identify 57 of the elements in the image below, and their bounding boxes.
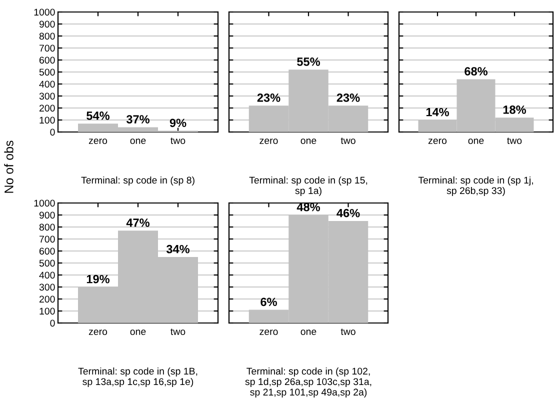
y-tick-label: 500: [39, 260, 55, 267]
x-axis-title: Terminal: sp code in (sp 1j, sp 26b,sp 33): [418, 176, 533, 196]
y-tick-label: 600: [39, 248, 55, 255]
y-tick-label: 100: [40, 116, 55, 124]
y-tick-label: 600: [39, 56, 55, 64]
y-tick-label: 700: [40, 44, 55, 52]
x-tick-label: two: [170, 328, 186, 335]
y-tick-label: 1000: [34, 200, 55, 207]
y-tick-label: 700: [40, 236, 55, 243]
annotation: 46%: [336, 208, 360, 218]
annotation: 14%: [426, 108, 450, 116]
y-tick-label: 900: [39, 212, 55, 219]
y-tick-label: 200: [39, 296, 55, 303]
annotation: 18%: [503, 106, 526, 114]
y-tick-label: 1000: [34, 8, 55, 16]
x-tick-label: two: [170, 138, 186, 144]
x-tick-label: zero: [88, 138, 108, 144]
y-tick-label: 800: [39, 224, 55, 231]
x-tick-label: two: [507, 138, 522, 144]
annotation: 19%: [86, 274, 110, 284]
y-tick-label: 200: [39, 104, 55, 112]
x-axis-title: Terminal: sp code in (sp 102, sp 1d,sp 26a,sp 103c,sp 31a, sp 21,sp 101,sp 49a,sp 2a): [245, 367, 372, 398]
x-axis-title: Terminal: sp code in (sp 15, sp 1a): [249, 176, 368, 196]
y-tick-label: 100: [40, 308, 55, 315]
annotation: 23%: [336, 94, 360, 102]
x-tick-label: one: [130, 330, 146, 335]
x-tick-label: one: [130, 138, 146, 144]
x-tick-label: one: [300, 138, 316, 144]
x-tick-label: zero: [260, 138, 278, 144]
y-tick-label: 900: [39, 20, 55, 28]
x-tick-label: two: [340, 328, 356, 335]
y-tick-label: 400: [39, 80, 55, 88]
x-tick-label: one: [300, 330, 316, 335]
y-tick-label: 500: [39, 68, 55, 76]
y-tick-label: 0: [50, 128, 55, 136]
annotation: 6%: [260, 298, 277, 306]
y-tick-label: 300: [39, 284, 55, 291]
annotation: 37%: [126, 115, 150, 124]
x-tick-label: zero: [260, 330, 278, 335]
y-tick-label: 0: [50, 320, 55, 327]
x-tick-label: zero: [428, 138, 447, 144]
annotation: 34%: [166, 244, 190, 254]
y-tick-label: 800: [39, 32, 55, 40]
annotation: 54%: [86, 112, 110, 120]
annotation: 23%: [257, 94, 280, 102]
annotation: 55%: [297, 58, 320, 66]
x-tick-label: zero: [88, 330, 108, 335]
annotation: 68%: [464, 67, 488, 76]
x-axis-title: Terminal: sp code in (sp 8): [81, 176, 194, 186]
y-tick-label: 300: [39, 92, 55, 100]
x-axis-title: Terminal: sp code in (sp 1B, sp 13a,sp 1c,sp 16,sp 1e): [78, 367, 198, 388]
x-tick-label: one: [468, 138, 484, 144]
annotation: 9%: [170, 118, 186, 128]
annotation: 47%: [126, 218, 150, 227]
y-axis-title: No of obs: [4, 140, 14, 193]
x-tick-label: two: [340, 138, 356, 144]
y-tick-label: 400: [39, 272, 55, 279]
